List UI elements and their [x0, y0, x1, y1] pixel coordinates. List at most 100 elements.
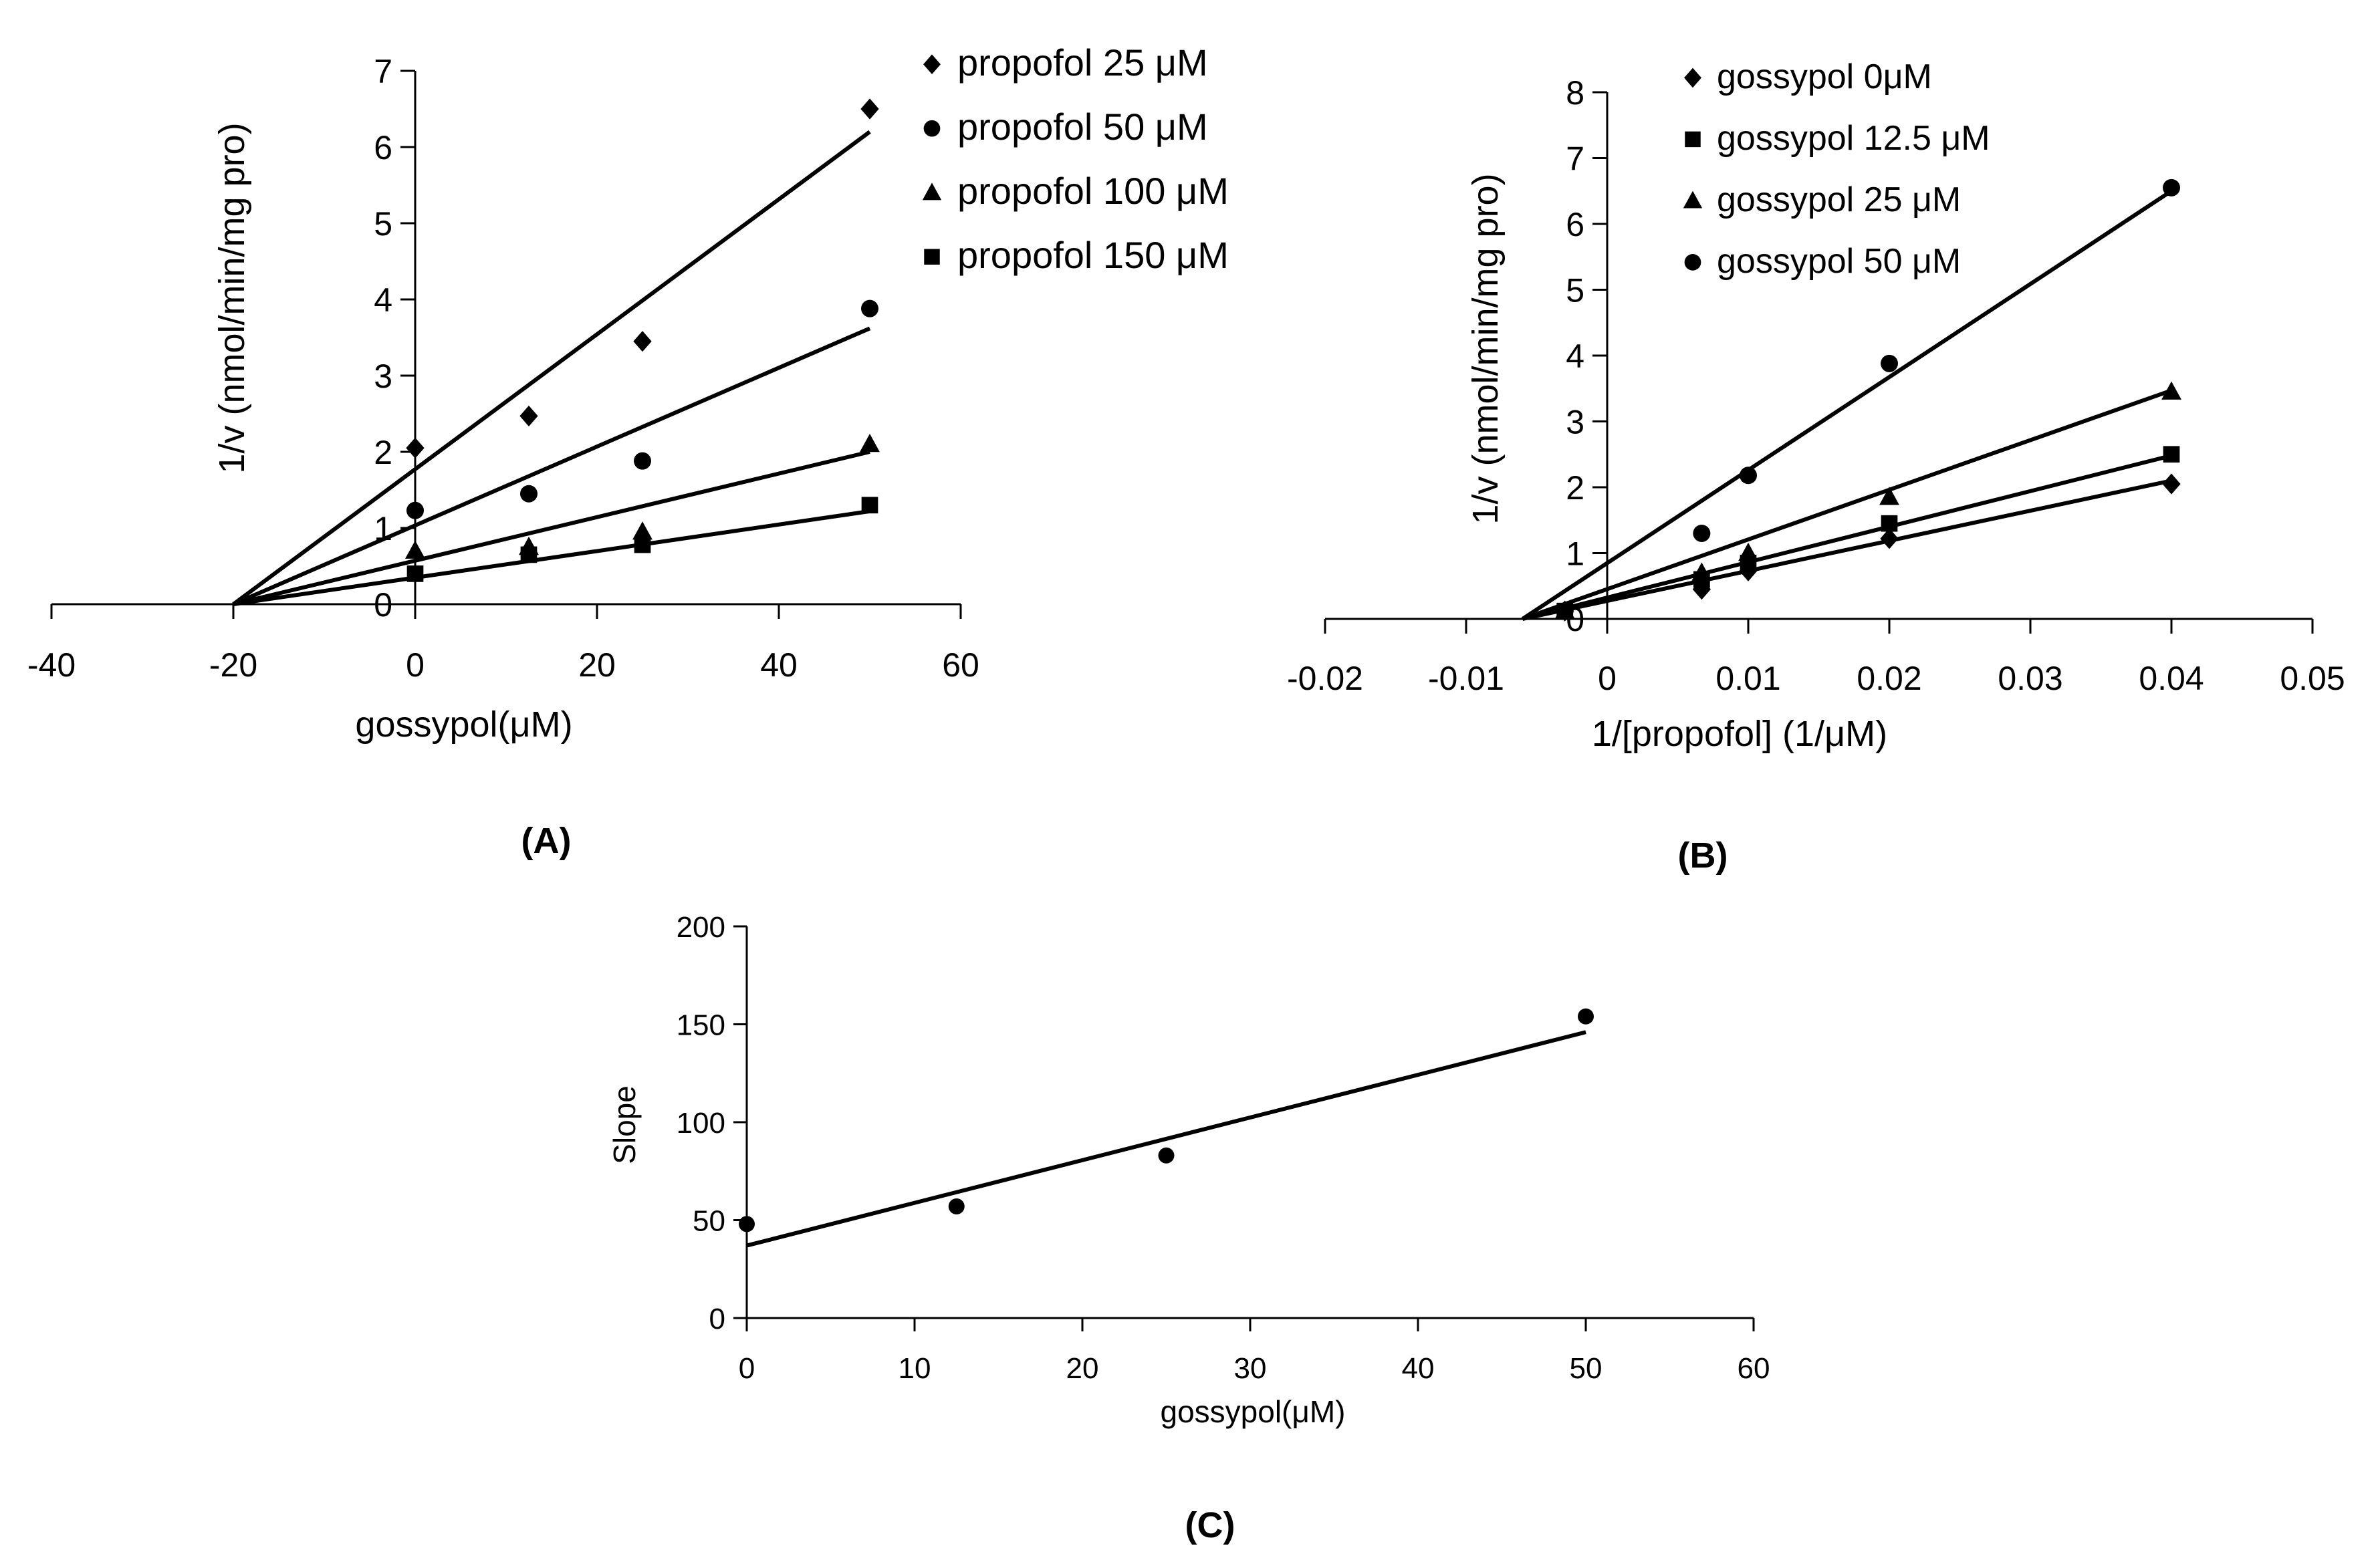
- data-point-a-s3-0: [406, 565, 424, 582]
- data-point-c-s0-3: [1578, 1008, 1594, 1025]
- legend-label-b-0: gossypol 0μM: [1717, 57, 1932, 96]
- data-point-a-s0-1: [519, 405, 538, 427]
- data-point-a-s3-2: [634, 536, 651, 553]
- data-point-a-s1-2: [634, 452, 651, 470]
- fit-line-a-0: [232, 130, 871, 606]
- data-point-b-s3-3: [1881, 354, 1898, 372]
- y-tick-label: 2: [1566, 469, 1584, 507]
- x-tick-label: -40: [27, 646, 76, 684]
- data-point-b-s2-2: [1738, 542, 1758, 561]
- panel-label-a: (A): [521, 821, 572, 861]
- x-axis-title: gossypol(μM): [355, 704, 572, 745]
- data-point-c-s0-1: [948, 1198, 965, 1214]
- fit-line-b-1: [1522, 453, 2172, 621]
- legend-marker-a-0: [923, 54, 941, 75]
- data-point-b-s0-4: [2162, 473, 2181, 495]
- legend-label-a-3: propofol 150 μM: [957, 234, 1229, 276]
- y-tick-label: 0: [374, 586, 392, 624]
- legend-label-b-3: gossypol 50 μM: [1717, 242, 1961, 281]
- legend-label-a-2: propofol 100 μM: [957, 170, 1229, 212]
- fit-line-a-3: [233, 509, 870, 606]
- panel-label-c: (C): [1185, 1505, 1235, 1545]
- data-point-c-s0-2: [1158, 1147, 1175, 1164]
- y-tick-label: 1: [1566, 535, 1584, 573]
- fit-line-b-3: [1521, 189, 2173, 621]
- data-point-a-s3-3: [861, 497, 878, 514]
- y-tick-label: 4: [1566, 338, 1584, 375]
- data-point-b-s2-4: [2161, 381, 2181, 400]
- data-point-b-s3-1: [1693, 524, 1711, 542]
- data-point-a-s2-2: [632, 521, 652, 540]
- x-tick-label: 0.04: [2139, 660, 2204, 697]
- data-point-b-s3-0: [1556, 602, 1574, 620]
- data-point-b-s1-4: [2163, 446, 2180, 463]
- x-axis-title: 1/[propofol] (1/μM): [1592, 714, 1887, 754]
- legend-label-b-2: gossypol 25 μM: [1717, 180, 1961, 219]
- legend-marker-a-2: [922, 182, 942, 201]
- y-tick-label: 7: [1566, 140, 1584, 178]
- data-point-a-s1-0: [406, 501, 424, 519]
- data-point-a-s1-1: [520, 485, 538, 503]
- x-tick-label: 40: [760, 646, 798, 684]
- x-tick-label: 60: [942, 646, 979, 684]
- x-tick-label: -0.01: [1428, 660, 1504, 697]
- x-tick-label: 0.01: [1715, 660, 1780, 697]
- y-tick-label: 50: [693, 1204, 725, 1237]
- fit-line-a-1: [232, 326, 871, 606]
- x-tick-label: 20: [1066, 1352, 1099, 1385]
- y-axis-title: 1/v (nmol/min/mg pro): [212, 122, 252, 473]
- data-point-b-s3-2: [1740, 467, 1757, 485]
- x-axis-title: gossypol(μM): [1160, 1394, 1345, 1429]
- data-point-b-s0-3: [1880, 528, 1899, 549]
- data-point-a-s3-1: [520, 546, 538, 563]
- y-tick-label: 4: [374, 281, 392, 319]
- x-tick-label: 0.03: [1998, 660, 2062, 697]
- y-tick-label: 5: [1566, 272, 1584, 309]
- x-tick-label: 0.02: [1857, 660, 1921, 697]
- y-tick-label: 0: [709, 1303, 725, 1335]
- data-point-a-s0-0: [406, 437, 425, 459]
- y-tick-label: 6: [374, 129, 392, 166]
- y-tick-label: 200: [677, 911, 725, 944]
- legend-label-a-0: propofol 25 μM: [957, 41, 1208, 84]
- y-tick-label: 7: [374, 53, 392, 90]
- data-point-a-s2-0: [405, 540, 425, 559]
- fit-line-b-2: [1522, 388, 2172, 621]
- y-tick-label: 150: [677, 1009, 725, 1041]
- data-point-c-s0-0: [739, 1216, 755, 1232]
- panel-b: -0.02 -0.01 0 0.01 0.02 0.03 0.04 0.05012345678…: [1287, 57, 2345, 876]
- legend-label-a-1: propofol 50 μM: [957, 106, 1208, 148]
- fit-line-b-0: [1522, 479, 2172, 621]
- y-tick-label: 6: [1566, 206, 1584, 243]
- data-point-a-s0-2: [633, 331, 652, 352]
- x-tick-label: 60: [1738, 1352, 1770, 1385]
- x-tick-label: -0.02: [1287, 660, 1363, 697]
- x-tick-label: 50: [1570, 1352, 1603, 1385]
- x-tick-label: 20: [578, 646, 616, 684]
- data-point-a-s1-3: [861, 299, 878, 317]
- x-tick-label: 0: [739, 1352, 755, 1385]
- data-point-b-s2-1: [1691, 562, 1712, 581]
- panel-label-b: (B): [1678, 835, 1728, 876]
- x-tick-label: 0: [406, 646, 425, 684]
- y-tick-label: 100: [677, 1107, 725, 1140]
- y-tick-label: 3: [1566, 404, 1584, 441]
- data-point-b-s1-3: [1881, 515, 1898, 532]
- legend-marker-b-0: [1684, 68, 1701, 88]
- data-point-b-s3-4: [2163, 178, 2180, 197]
- x-tick-label: -20: [209, 646, 257, 684]
- legend-marker-b-1: [1685, 131, 1701, 148]
- fit-line-a-2: [233, 450, 870, 606]
- data-point-a-s2-3: [860, 434, 880, 452]
- legend-marker-b-3: [1684, 254, 1701, 271]
- y-axis-title: 1/v (nmol/min/mg pro): [1465, 173, 1506, 524]
- y-tick-label: 3: [374, 358, 392, 395]
- x-tick-label: 10: [899, 1352, 931, 1385]
- x-tick-label: 0: [1598, 660, 1617, 697]
- panel-c: 0 10 20 30 40 50 60 0 50 100 150 200 gossypol(μM) Slo…: [607, 911, 1770, 1545]
- y-tick-label: 5: [374, 205, 392, 243]
- y-tick-label: 8: [1566, 74, 1584, 112]
- fit-line-c-0: [746, 1030, 1586, 1248]
